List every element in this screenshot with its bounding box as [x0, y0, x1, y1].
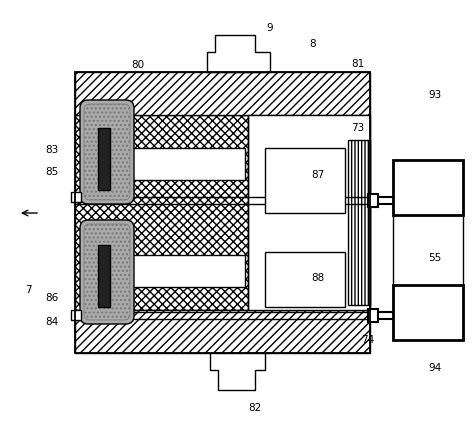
Bar	[348, 140, 370, 305]
Bar	[368, 309, 378, 322]
Bar	[71, 310, 81, 320]
Bar	[98, 128, 110, 190]
FancyBboxPatch shape	[80, 100, 134, 204]
Text: 88: 88	[311, 273, 325, 283]
Bar	[393, 160, 463, 215]
Text: 80: 80	[131, 60, 145, 70]
Bar	[75, 310, 370, 353]
Text: 74: 74	[361, 335, 375, 345]
Text: 82: 82	[248, 403, 262, 413]
Bar	[75, 72, 370, 353]
Text: 8: 8	[310, 39, 317, 49]
Text: 7: 7	[25, 285, 31, 295]
Bar	[265, 148, 345, 213]
Text: 55: 55	[428, 253, 442, 263]
Bar	[71, 192, 81, 202]
Bar	[130, 255, 245, 287]
Bar	[75, 115, 370, 310]
Polygon shape	[207, 35, 270, 72]
Polygon shape	[210, 353, 265, 390]
Bar	[265, 252, 345, 307]
Bar	[248, 115, 370, 310]
Text: 85: 85	[45, 167, 59, 177]
Bar	[130, 148, 245, 180]
Bar	[98, 245, 110, 307]
FancyBboxPatch shape	[80, 220, 134, 324]
Text: 93: 93	[428, 90, 442, 100]
Text: 84: 84	[45, 317, 59, 327]
Bar	[75, 72, 370, 115]
Text: 87: 87	[311, 170, 325, 180]
Bar	[393, 285, 463, 340]
Text: 81: 81	[351, 59, 365, 69]
Text: 83: 83	[45, 145, 59, 155]
Text: 94: 94	[428, 363, 442, 373]
Bar	[368, 194, 378, 207]
Text: 86: 86	[45, 293, 59, 303]
Text: 9: 9	[267, 23, 273, 33]
Text: 73: 73	[351, 123, 365, 133]
